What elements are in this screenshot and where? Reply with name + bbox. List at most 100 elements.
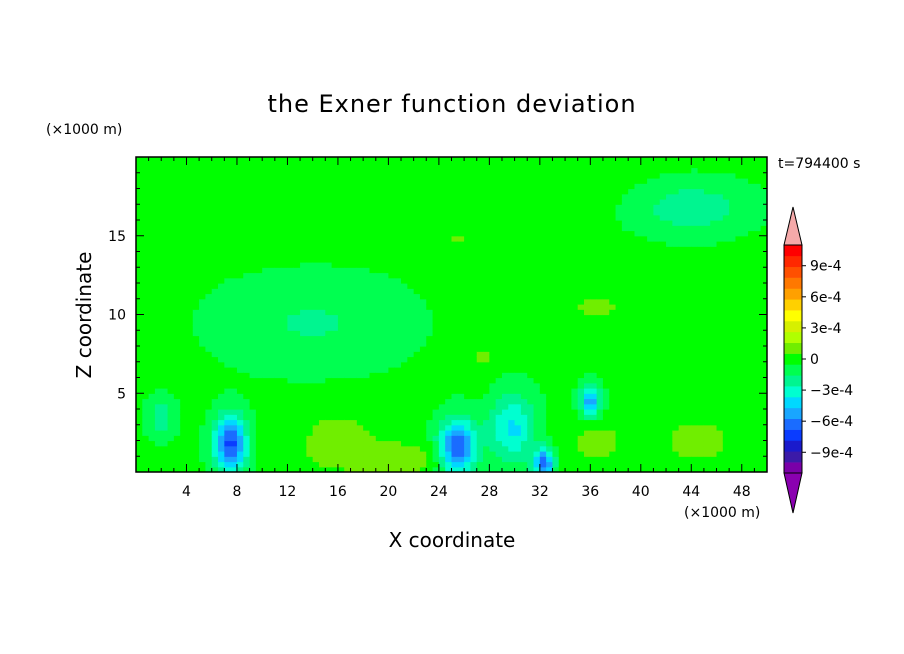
field-cell [325,262,333,268]
field-cell [464,419,472,426]
field-cell [312,230,320,237]
field-cell [571,466,579,472]
field-cell [577,256,585,263]
field-cell [584,304,591,310]
field-cell [501,314,509,321]
field-cell [464,304,472,310]
field-cell [552,225,560,232]
field-cell [255,409,263,415]
field-cell [318,319,326,326]
field-cell [142,241,150,247]
field-cell [205,256,213,263]
field-cell [621,340,629,347]
field-cell [180,361,188,368]
field-cell [142,193,150,200]
field-cell [571,193,579,200]
field-cell [388,351,396,358]
field-cell [489,461,497,468]
field-cell [426,235,434,242]
field-cell [596,356,604,363]
field-cell [306,440,314,447]
field-cell [211,178,219,184]
field-cell [382,204,389,211]
field-cell [609,178,617,184]
field-cell [199,241,207,247]
field-cell [634,398,642,405]
field-cell [356,309,364,316]
field-cell [230,241,238,247]
field-cell [318,172,326,179]
field-cell [274,298,282,305]
field-cell [312,246,320,253]
field-cell [621,272,629,279]
field-cell [609,225,617,232]
field-cell [344,251,352,258]
field-cell [419,409,427,415]
field-cell [300,288,307,295]
field-cell [621,409,629,415]
field-cell [419,304,427,310]
field-cell [262,288,270,295]
field-cell [281,199,289,205]
field-cell [508,309,516,316]
field-cell [211,340,219,347]
field-cell [501,283,509,289]
field-cell [621,314,629,321]
field-cell [243,430,251,436]
field-cell [192,409,200,415]
field-cell [312,325,320,331]
field-cell [640,204,648,211]
field-cell [539,283,547,289]
field-cell [306,314,314,321]
field-cell [268,214,276,221]
field-cell [407,445,415,452]
field-cell [584,445,591,452]
field-cell [596,256,604,263]
field-cell [647,414,655,421]
field-cell [413,230,421,237]
field-cell [489,193,497,200]
field-cell [173,361,181,368]
field-cell [211,361,219,368]
field-cell [180,372,188,379]
field-cell [205,277,213,284]
field-cell [154,267,162,274]
field-cell [609,246,617,253]
field-cell [268,241,276,247]
field-cell [243,314,251,321]
field-cell [533,367,541,373]
field-cell [527,283,535,289]
field-cell [476,183,484,190]
field-cell [230,451,238,457]
field-cell [539,204,547,211]
field-cell [501,199,509,205]
field-cell [413,220,421,226]
field-cell [501,382,509,389]
field-cell [602,340,610,347]
field-cell [262,256,270,263]
field-cell [609,361,617,368]
field-cell [571,340,579,347]
field-cell [230,277,238,284]
field-cell [293,272,301,279]
field-cell [615,277,623,284]
field-cell [186,288,194,295]
field-cell [369,451,377,457]
field-cell [218,435,225,442]
field-cell [356,209,364,216]
field-cell [558,430,566,436]
field-cell [621,283,629,289]
field-cell [167,251,175,258]
field-cell [287,351,295,358]
field-cell [508,251,516,258]
field-cell [584,466,591,472]
field-cell [520,346,528,352]
field-cell [337,414,345,421]
field-cell [407,288,415,295]
field-cell [211,277,219,284]
field-cell [495,178,503,184]
field-cell [483,424,490,431]
field-cell [413,251,421,258]
field-cell [470,209,478,216]
field-cell [640,409,648,415]
